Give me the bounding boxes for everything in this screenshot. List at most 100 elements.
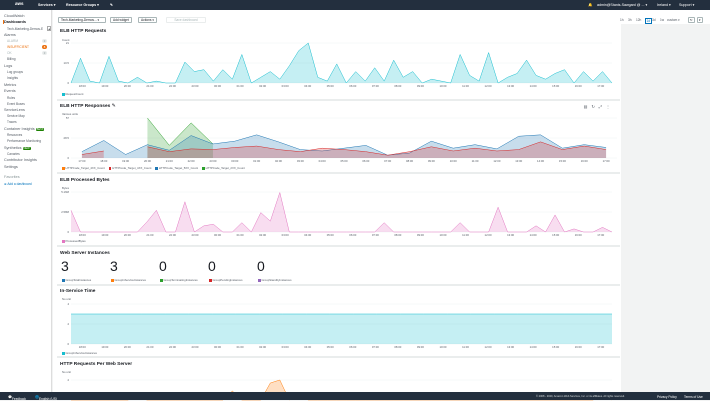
widget-title: Web Server Instances: [60, 251, 110, 256]
dashboard-select[interactable]: Tech-Marketing-Demos... ▾: [58, 17, 106, 23]
instance-legend-item[interactable]: GroupTerminatingInstances: [160, 278, 198, 282]
x-tick-label: 12:00: [485, 233, 492, 237]
chart-legend: HTTPCode_Target_4XX_Count HTTPCode_Target…: [62, 166, 249, 170]
region-menu[interactable]: Ireland ▾: [657, 3, 671, 7]
legend-item[interactable]: ProcessedBytes: [62, 239, 86, 243]
sidebar-item-label: Settings: [4, 165, 18, 169]
time-range-12h[interactable]: 12h: [636, 18, 642, 22]
sidebar-item-insufficient[interactable]: INSUFFICIENT: [7, 45, 29, 49]
sidebar-item-metrics[interactable]: Metrics: [4, 83, 16, 87]
sidebar-item-label: Billing: [7, 57, 16, 61]
legend-item[interactable]: HTTPCode_Target_5XX_Count: [155, 166, 198, 170]
language-selector[interactable]: 🌐 English (US): [35, 394, 57, 401]
instance-legend-item[interactable]: GroupTotalInstances: [62, 278, 91, 282]
x-tick-label: 03:00: [282, 84, 289, 88]
legend-item[interactable]: HTTPCode_Target_2XX_Count: [202, 166, 245, 170]
refresh-icon[interactable]: ↻: [591, 104, 599, 109]
x-tick-label: 13:00: [507, 84, 514, 88]
time-range-3h[interactable]: 3h: [628, 18, 632, 22]
legend-item[interactable]: HTTPCode_Target_4XX_Count: [62, 166, 105, 170]
instance-legend-item[interactable]: GroupPendingInstances: [209, 278, 243, 282]
sidebar-item-synthetics[interactable]: Synthetics NEW: [4, 146, 31, 150]
x-tick-label: 07:00: [384, 159, 391, 163]
sidebar-item-resources[interactable]: Resources: [7, 133, 22, 137]
sidebar-item-label: Favorites: [4, 175, 20, 179]
x-tick-label: 02:00: [259, 233, 266, 237]
support-menu[interactable]: Support ▾: [679, 3, 695, 7]
refresh-button[interactable]: ↻: [688, 17, 695, 23]
sidebar-item-billing[interactable]: Billing: [7, 57, 16, 61]
legend-item[interactable]: HTTPCode_Target_4XX_Count: [108, 166, 151, 170]
dashboard-background: [621, 24, 710, 392]
time-range-1h[interactable]: 1h: [620, 18, 624, 22]
sidebar-item-servicelens[interactable]: ServiceLens: [4, 108, 25, 112]
sidebar-item-label: Log groups: [7, 70, 23, 74]
x-tick-label: 04:00: [304, 345, 311, 349]
sidebar-item-canaries[interactable]: Canaries: [7, 152, 20, 156]
sidebar-item-rules[interactable]: Rules: [7, 96, 15, 100]
series-area: [71, 43, 612, 83]
time-range-1d[interactable]: 1d: [645, 17, 652, 24]
legend-item[interactable]: GroupInServiceInstances: [62, 351, 97, 355]
widget-in-service-time: In-Service Time No unit 0 2 4 18:00 19:00 20:…: [57, 287, 620, 358]
widget-elb-processed-bytes: ELB Processed Bytes Bytes 0 2.58M 5.16M 18:…: [57, 176, 620, 247]
sidebar-item-add-a-dashboard[interactable]: ⊕ Add a dashboard: [4, 182, 32, 186]
account-menu[interactable]: admin@Stanis-Sawgard @ ... ▾: [597, 3, 648, 7]
pin-icon[interactable]: ✎: [110, 3, 114, 7]
terms-of-use-link[interactable]: Terms of Use: [684, 394, 703, 399]
x-tick-label: 17:00: [597, 345, 604, 349]
series-area: [81, 150, 104, 158]
sidebar-item-settings[interactable]: Settings: [4, 165, 18, 169]
copy-icon[interactable]: ▤: [583, 104, 592, 109]
refresh-options-button[interactable]: ▾: [697, 17, 703, 23]
aws-logo[interactable]: aws: [15, 1, 24, 6]
sidebar-item-cloudwatch[interactable]: CloudWatch: [4, 14, 25, 18]
sidebar-item-alarm[interactable]: ALARM: [7, 39, 18, 43]
time-range-3d[interactable]: 3d: [652, 18, 656, 22]
sidebar-item-container-insights[interactable]: Container Insights BETA: [4, 127, 45, 131]
legend-item[interactable]: RequestCount: [62, 92, 83, 96]
time-range-custom[interactable]: custom ▾: [667, 18, 680, 22]
x-tick-label: 01:00: [237, 84, 244, 88]
services-menu[interactable]: Services ▾: [38, 3, 56, 7]
sidebar-item-performance-monitoring[interactable]: Performance Monitoring: [7, 139, 41, 143]
feedback-link[interactable]: 💬 Feedback: [8, 394, 26, 401]
x-tick-label: 13:00: [507, 345, 514, 349]
instance-legend-item[interactable]: GroupInServiceInstances: [111, 278, 146, 282]
x-tick-label: 03:00: [282, 233, 289, 237]
sidebar-item-tech-marketing-demos-e[interactable]: Tech-Marketing-Demos-E: [7, 27, 43, 31]
sidebar-item-label: Dashboards: [4, 20, 26, 24]
sidebar-item-service-map[interactable]: Service Map: [7, 114, 25, 118]
x-tick-label: 21:00: [166, 159, 173, 163]
time-range-1w[interactable]: 1w: [660, 18, 665, 22]
add-widget-button[interactable]: Add widget: [110, 17, 132, 23]
sidebar-item-dashboards[interactable]: Dashboards: [3, 20, 26, 24]
bell-icon[interactable]: 🔔: [588, 3, 593, 7]
x-tick-label: 05:00: [341, 159, 348, 163]
sidebar-item-traces[interactable]: Traces: [7, 120, 17, 124]
actions-button[interactable]: Actions ▾: [138, 17, 157, 23]
expand-icon[interactable]: ⤢: [598, 104, 606, 109]
bytes-chart: 0 2.58M 5.16M 18:00 19:00 20:00 21:00 22:00 23:0…: [61, 190, 613, 237]
sidebar-item-events[interactable]: Events: [4, 89, 16, 93]
widget-elb-http-responses: ELB HTTP Responses ✎ ▤↻⤢⋮ Various units …: [57, 102, 620, 174]
sidebar-item-event-buses[interactable]: Event Buses: [7, 102, 25, 106]
more-icon[interactable]: ⋮: [606, 104, 614, 109]
collapse-sidebar-button[interactable]: ◂: [47, 26, 51, 31]
sidebar-item-label: Contributor Insights: [4, 158, 37, 162]
x-tick-label: 14:00: [530, 345, 537, 349]
sidebar-item-logs[interactable]: Logs: [4, 64, 12, 68]
instance-legend-item[interactable]: GroupStandbyInstances: [258, 278, 292, 282]
resource-groups-menu[interactable]: Resource Groups ▾: [66, 3, 99, 7]
y-tick-label: 10.5: [64, 61, 70, 65]
x-tick-label: 17:00: [597, 233, 604, 237]
sidebar-item-contributor-insights[interactable]: Contributor Insights: [4, 158, 37, 162]
privacy-policy-link[interactable]: Privacy Policy: [657, 394, 677, 399]
edit-title-icon[interactable]: ✎: [111, 104, 116, 109]
sidebar-item-label: Service Map: [7, 114, 25, 118]
sidebar-item-insights[interactable]: Insights: [7, 76, 18, 80]
sidebar-item-ok[interactable]: OK: [7, 51, 12, 55]
sidebar-item-log-groups[interactable]: Log groups: [7, 70, 23, 74]
sidebar-item-alarms[interactable]: Alarms: [4, 33, 16, 37]
save-dashboard-button[interactable]: Save dashboard: [166, 17, 206, 23]
